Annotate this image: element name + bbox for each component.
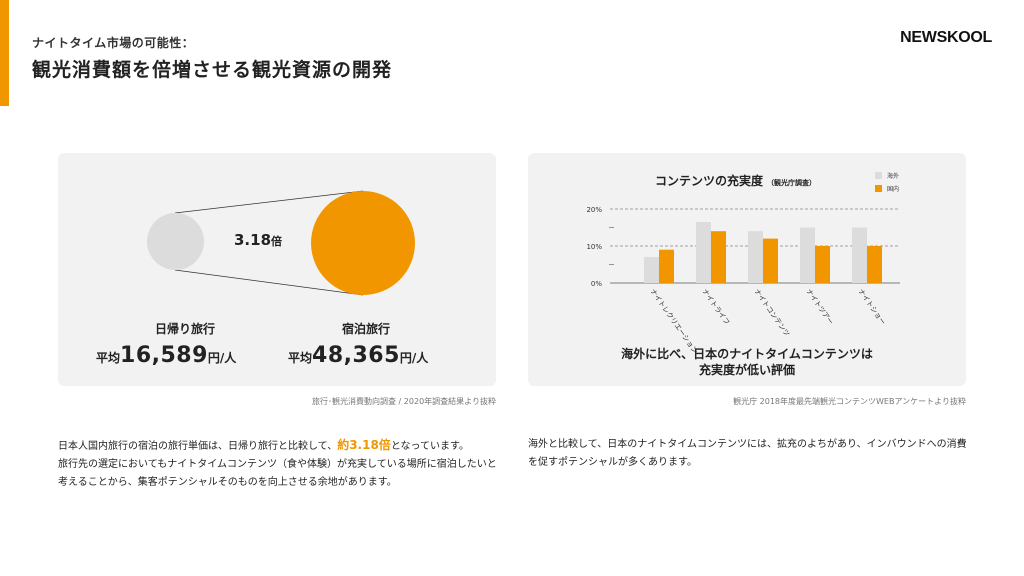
comparison-connector-lines [174,190,364,296]
bar-overseas [852,227,867,283]
bar-domestic [659,249,674,283]
legend-label-overseas: 海外 [887,173,900,180]
y-tick-label: 0% [591,280,602,288]
legend-label-domestic: 国内 [887,186,900,193]
chart-caption: 海外に比べ、日本のナイトタイムコンテンツは 充実度が低い評価 [621,347,873,377]
x-tick-label: ナイトライフ [700,288,731,327]
left-paragraph-2: 旅行先の選定においてもナイトタイムコンテンツ（食や体験）が充実している場所に宿泊… [58,459,497,488]
bar-domestic [815,246,830,283]
ratio-highlight: 約3.18倍 [337,438,391,452]
chart-title: コンテンツの充実度 （観光庁調査） [655,174,817,188]
bar-overseas [696,221,711,283]
brand-logo: NEWSKOOL [900,29,992,46]
price-comparison-panel: 3.18倍 日帰り旅行 宿泊旅行 平均16,589円/人 平均48,365円/人 [58,153,496,386]
bar-domestic [763,238,778,283]
y-tick-label: 10% [586,243,602,251]
chart-legend: 海外 国内 [875,169,899,195]
legend-item-domestic: 国内 [875,182,899,195]
page-title: 観光消費額を倍増させる観光資源の開発 [32,59,393,81]
x-tick-label: ナイトレクリエーション [648,288,699,356]
right-source-note: 観光庁 2018年度最先端観光コンテンツWEBアンケートより抜粋 [733,397,966,406]
bar-domestic [711,231,726,283]
bar-domestic [867,246,882,283]
overnight-trip-price: 平均48,365円/人 [288,343,429,368]
content-satisfaction-panel: コンテンツの充実度 （観光庁調査） 海外 国内 0% 10% 20% ナイトレクリエーシ… [528,153,966,386]
page-subtitle: ナイトタイム市場の可能性： [32,36,195,50]
overnight-trip-circle [311,191,415,295]
bar-chart: 0% 10% 20% ナイトレクリエーション ナイトライフ ナイトコンテンツ ナイトツアーナ… [586,206,900,356]
overnight-trip-label: 宿泊旅行 [341,322,390,336]
accent-bar [0,0,9,106]
day-trip-label: 日帰り旅行 [154,322,215,336]
left-paragraph-1: 日本人国内旅行の宿泊の旅行単価は、日帰り旅行と比較して、約3.18倍となっていま… [58,438,470,452]
bar-overseas [644,257,659,283]
y-tick-label: 20% [586,206,602,214]
x-tick-label: ナイトショー [856,288,887,327]
left-body-text: 日本人国内旅行の宿泊の旅行単価は、日帰り旅行と比較して、約3.18倍となっていま… [58,436,498,492]
legend-swatch-overseas [875,172,882,179]
legend-item-overseas: 海外 [875,169,899,182]
day-trip-price: 平均16,589円/人 [96,343,237,368]
right-body-text: 海外と比較して、日本のナイトタイムコンテンツには、拡充のよちがあり、インバウンド… [528,436,968,472]
x-tick-label: ナイトコンテンツ [752,288,791,338]
day-trip-circle [147,213,204,270]
x-tick-label: ナイトツアー [804,288,834,327]
left-source-note: 旅行･観光消費動向調査 / 2020年調査結果より抜粋 [312,397,496,406]
bar-overseas [800,227,815,283]
bar-overseas [748,231,763,283]
ratio-label: 3.18倍 [234,231,283,249]
right-paragraph-1: 海外と比較して、日本のナイトタイムコンテンツには、拡充のよちがあり、インバウンド… [528,439,967,468]
legend-swatch-domestic [875,185,882,192]
